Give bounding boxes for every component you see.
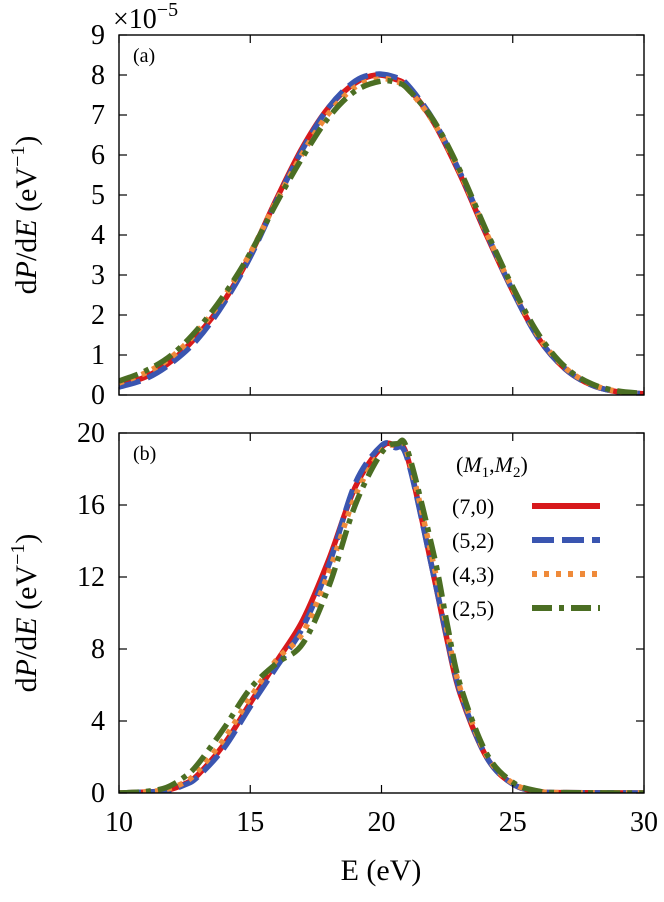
x-axis-label: E (eV)	[341, 854, 422, 887]
panel-b-ytick-label: 16	[77, 490, 105, 521]
legend: (M1,M2) (7,0) (5,2) (4,3) (2,5)	[452, 452, 600, 621]
panel-b-ytick-label: 12	[77, 562, 105, 593]
panel-b-ytick-label: 4	[91, 706, 105, 737]
panel-a-ytick-label: 3	[91, 260, 105, 291]
panel-a-ytick-label: 4	[91, 220, 105, 251]
panel-b: 0 4 8 12 16 20 10 15 20 25 30 (b) dP/dE (eV−1) E (…	[7, 418, 658, 887]
panel-b-series-dashed-line	[119, 440, 644, 793]
panel-b-ytick-label: 8	[91, 634, 105, 665]
xtick-label: 20	[368, 807, 396, 838]
panel-b-series-dotted-line	[119, 440, 644, 793]
panel-a-ytick-label: 5	[91, 180, 105, 211]
panel-b-ytick-label: 0	[91, 778, 105, 809]
panel-a-series	[119, 71, 644, 395]
panel-a-ylabel: dP/dE (eV−1)	[7, 136, 43, 295]
panel-a-series-solid-line	[119, 72, 644, 395]
legend-title: (M1,M2)	[456, 452, 528, 481]
panel-a-label: (a)	[133, 45, 155, 67]
panel-b-series	[119, 437, 644, 793]
panel-a-series-dashdot-line	[119, 77, 644, 395]
xtick-label: 25	[499, 807, 527, 838]
legend-entry-label: (5,2)	[452, 528, 494, 553]
legend-entry-label: (2,5)	[452, 596, 494, 621]
panel-a-ticks: 0 1 2 3 4 5 6 7 8 9	[91, 20, 645, 411]
panel-a-ytick-label: 8	[91, 60, 105, 91]
legend-entry-label: (7,0)	[452, 494, 494, 519]
panel-a-ytick-label: 0	[91, 380, 105, 411]
xtick-label: 10	[105, 807, 133, 838]
xtick-label: 30	[630, 807, 658, 838]
panel-b-series-dashdot-line	[119, 437, 644, 793]
panel-b-ytick-label: 20	[77, 418, 105, 449]
panel-b-ylabel: dP/dE (eV−1)	[7, 534, 43, 693]
panel-a-ytick-label: 1	[91, 340, 105, 371]
panel-a-ytick-label: 9	[91, 20, 105, 51]
panel-a-ytick-label: 2	[91, 300, 105, 331]
panel-a-ytick-label: 6	[91, 140, 105, 171]
panel-b-label: (b)	[133, 443, 156, 465]
panel-a-series-dashed-line	[119, 71, 644, 395]
panel-a-ytick-label: 7	[91, 100, 105, 131]
panel-b-series-solid-line	[119, 440, 644, 793]
panel-a: 0 1 2 3 4 5 6 7 8 9 (a) ×10−5 dP/dE (eV−1)	[7, 0, 645, 411]
legend-entry-label: (4,3)	[452, 562, 494, 587]
panel-a-scale-factor: ×10−5	[113, 0, 178, 35]
panel-b-ticks: 0 4 8 12 16 20 10 15 20 25 30	[77, 418, 658, 838]
panel-b-frame	[118, 432, 645, 794]
panel-a-series-dotted-line	[119, 75, 644, 395]
xtick-label: 15	[236, 807, 264, 838]
